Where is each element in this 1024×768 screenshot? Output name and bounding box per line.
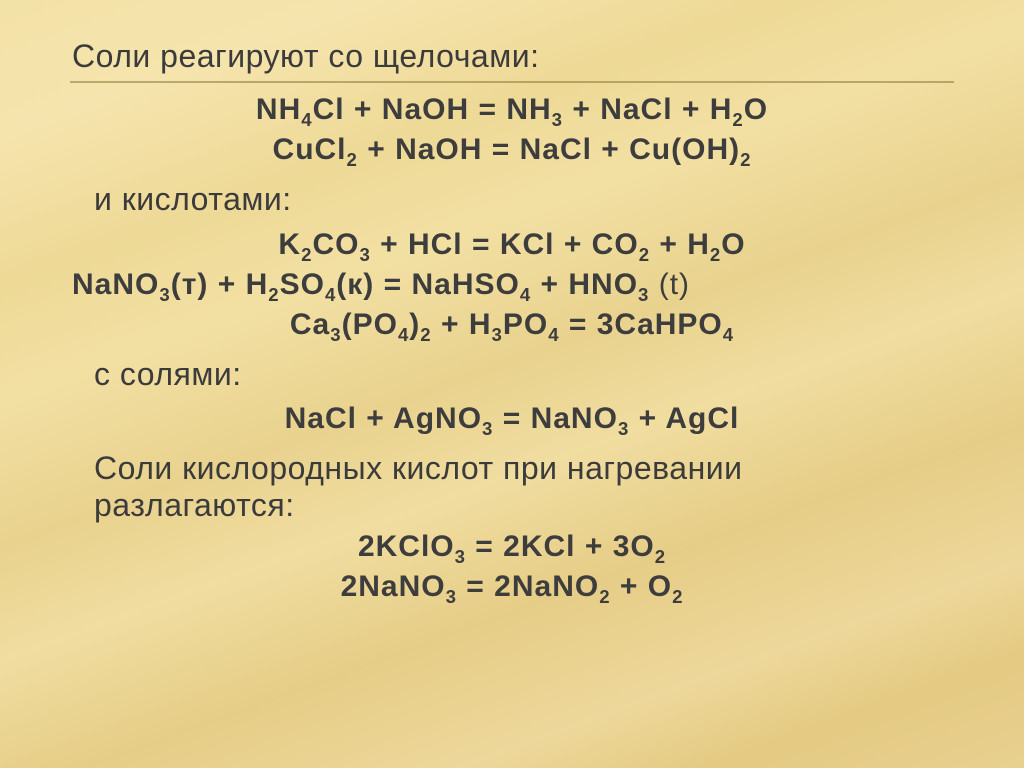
equation-3: K2CO3 + HCl = KCl + CO2 + H2O (70, 228, 954, 262)
equation-8: 2NaNO3 = 2NaNO2 + O2 (70, 570, 954, 604)
heading-with-salts: с солями: (70, 356, 954, 393)
heading4-line1: Соли кислородных кислот при нагревании (94, 450, 743, 486)
equation-4: NaNO3(т) + H2SO4(к) = NaHSO4 + HNO3 (t) (70, 268, 954, 302)
heading4-line2: разлагаются: (94, 487, 295, 523)
equation-1: NH4Cl + NaOH = NH3 + NaCl + H2O (70, 93, 954, 127)
equation-2: CuCl2 + NaOH = NaCl + Cu(OH)2 (70, 133, 954, 167)
heading-text: Соли реагируют со щелочами: (72, 38, 539, 75)
heading-salts-with-bases: Соли реагируют со щелочами: (70, 38, 954, 83)
equation-7: 2KClO3 = 2KCl + 3O2 (70, 530, 954, 564)
equation-5: Ca3(PO4)2 + H3PO4 = 3CaHPO4 (70, 308, 954, 342)
heading-with-acids: и кислотами: (70, 181, 954, 218)
slide-content: Соли реагируют со щелочами: NH4Cl + NaOH… (0, 0, 1024, 768)
heading-decompose: Соли кислородных кислот при нагревании р… (70, 450, 954, 524)
equation-6: NaCl + AgNO3 = NaNO3 + AgCl (70, 402, 954, 436)
bullet-icon (46, 59, 60, 73)
